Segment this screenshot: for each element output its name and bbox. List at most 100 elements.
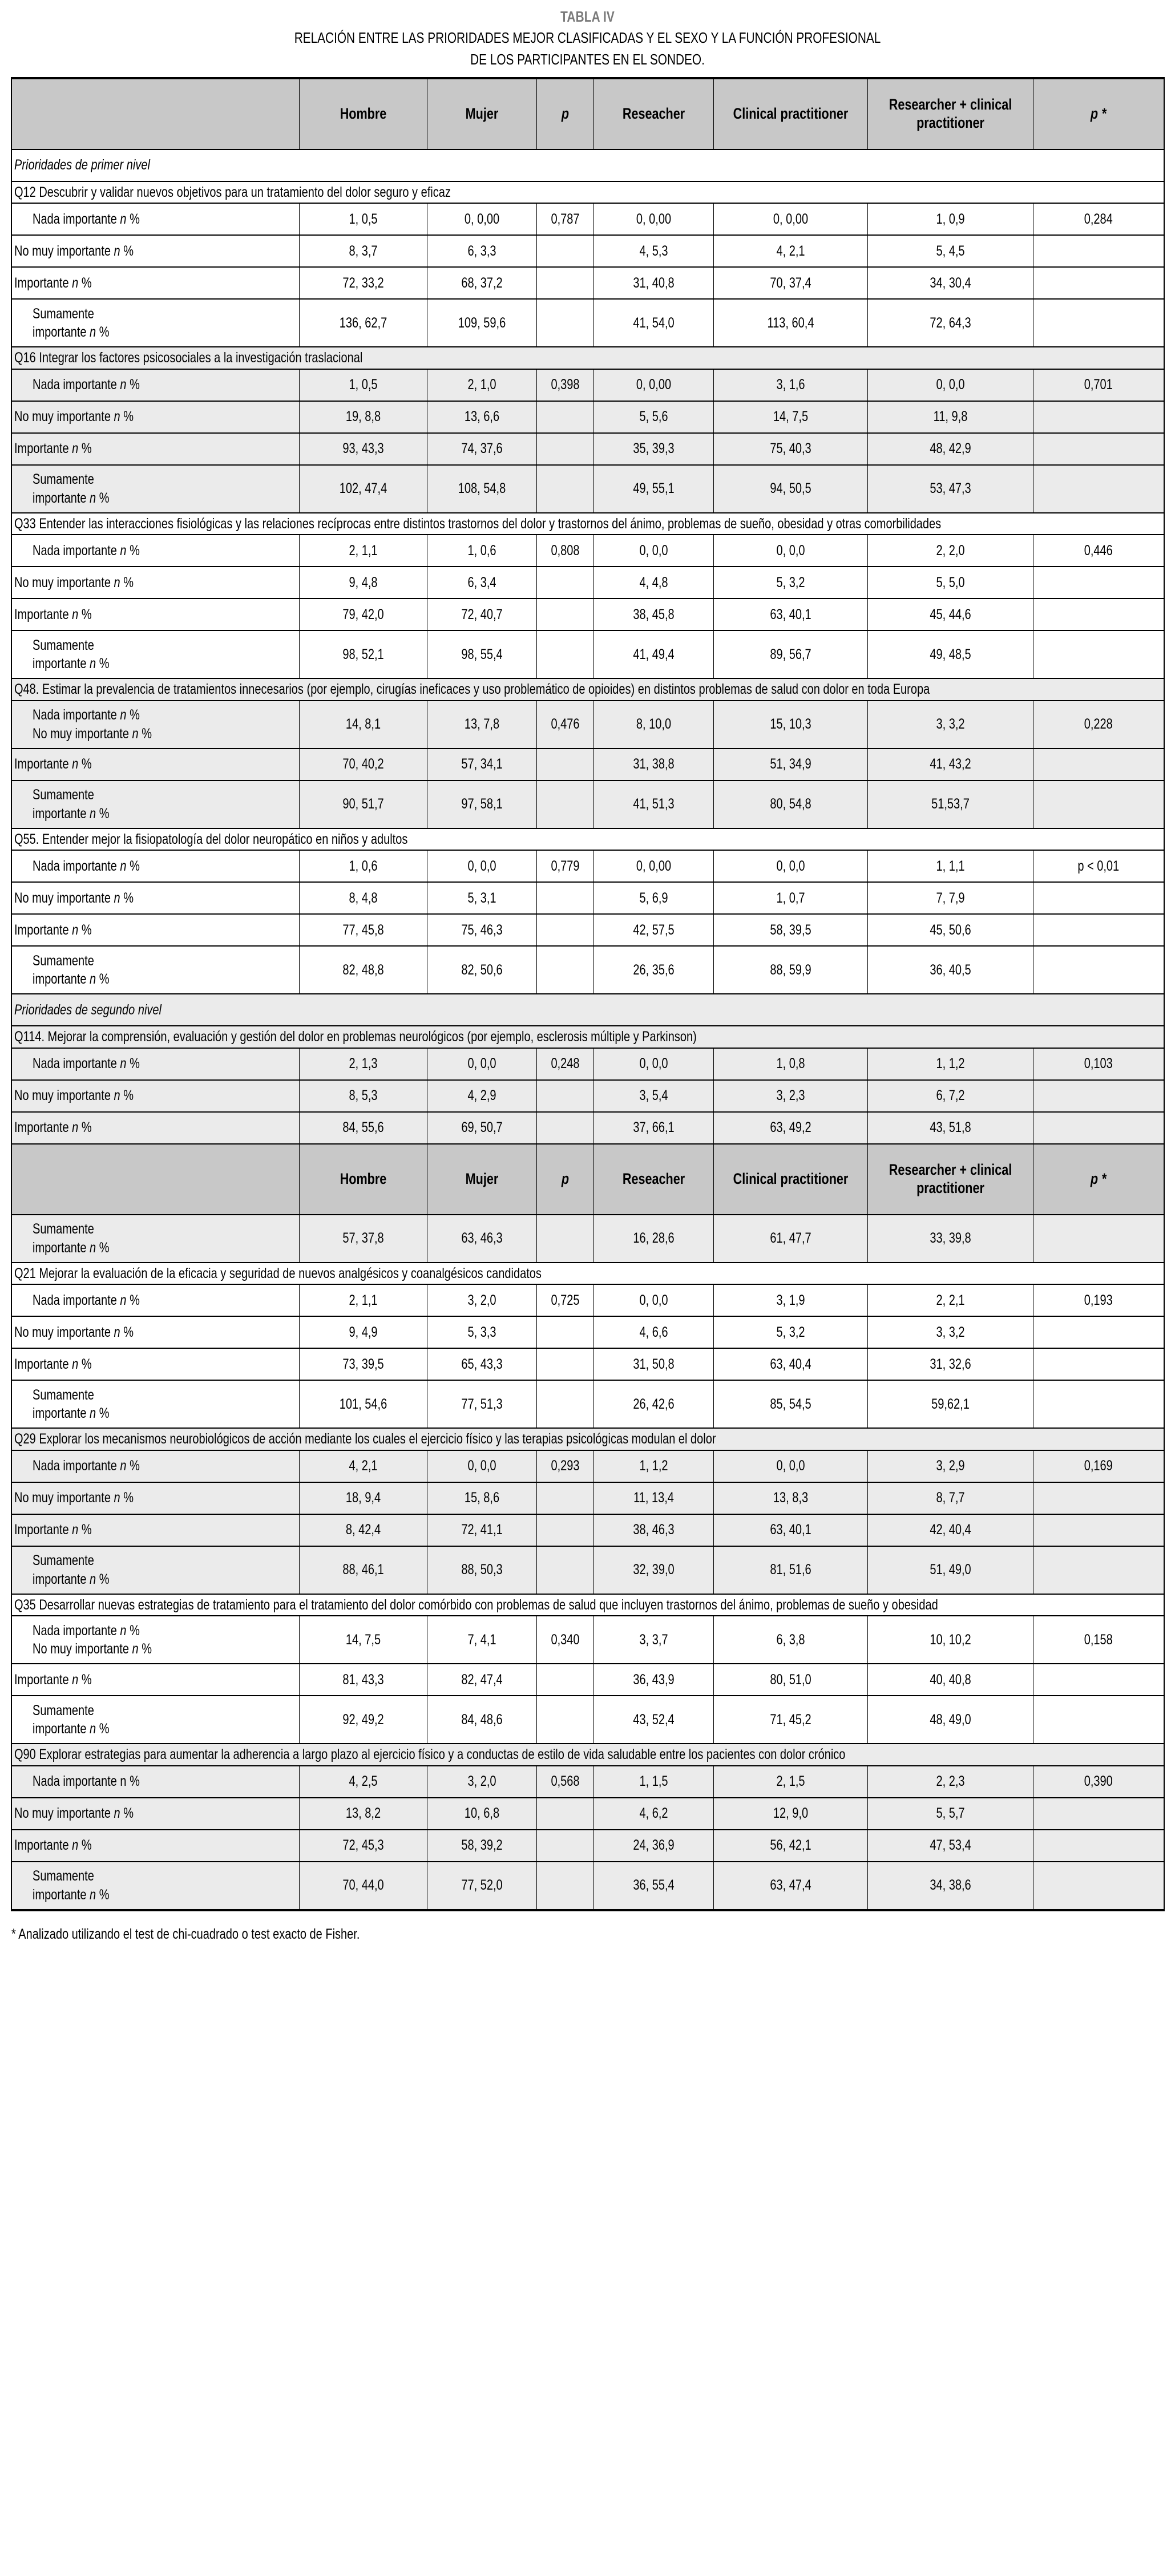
- cell-Q29-nada-researcher: 1, 1,2: [593, 1449, 714, 1483]
- cell-Q29-nomuy-mujer: 15, 8,6: [427, 1481, 537, 1515]
- column-header-mujer: Mujer: [427, 77, 537, 150]
- row-label-Q114-nomuy: No muy importante n %: [11, 1079, 300, 1113]
- cell-Q35-importante-researcher: 36, 43,9: [593, 1663, 714, 1696]
- cell-Q16-nada-p: 0,398: [536, 368, 594, 402]
- table-row: No muy importante n % 9, 4,9 5, 3,3 4, 6,6 5…: [11, 1316, 1164, 1349]
- cell-Q16-importante-researcher: 35, 39,3: [593, 432, 714, 466]
- table-row: Importante n % 93, 43,3 74, 37,6 35, 39,3 75…: [11, 432, 1164, 466]
- cell-Q114-nada-hombre: 2, 1,3: [299, 1047, 427, 1081]
- cell-Q55-importante-clinical: 58, 39,5: [713, 913, 868, 947]
- question-title-row: Q114. Mejorar la comprensión, evaluación…: [11, 1025, 1164, 1049]
- cell-Q21-importante-hombre: 73, 39,5: [299, 1348, 427, 1381]
- cell-Q114-nada-researcher-clinical: 1, 1,2: [867, 1047, 1033, 1081]
- row-label-Q16-nada: Nada importante n %: [11, 368, 300, 402]
- table-row: Importante n % 73, 39,5 65, 43,3 31, 50,8 63…: [11, 1348, 1164, 1381]
- cell-Q12-sumamente-hombre: 136, 62,7: [299, 298, 427, 347]
- cell-Q12-sumamente-p-star: [1033, 298, 1164, 347]
- cell-Q21-nomuy-mujer: 5, 3,3: [427, 1316, 537, 1349]
- cell-Q12-nada-mujer: 0, 0,00: [427, 203, 537, 236]
- cell-Q16-sumamente-p-star: [1033, 464, 1164, 513]
- cell-Q16-importante-clinical: 75, 40,3: [713, 432, 868, 466]
- row-label-Q48-nada_nomuy: Nada importante n % No muy importante n %: [11, 699, 300, 749]
- cell-Q90-sumamente-researcher: 36, 55,4: [593, 1861, 714, 1911]
- cell-Q114-nomuy-researcher: 3, 5,4: [593, 1079, 714, 1113]
- column-header-researcher: Reseacher: [593, 1143, 714, 1215]
- table-row: Importante n % 84, 55,6 69, 50,7 37, 66,1 63…: [11, 1111, 1164, 1145]
- cell-Q48-nada_nomuy-researcher: 8, 10,0: [593, 699, 714, 749]
- cell-Q114-importante-hombre: 84, 55,6: [299, 1111, 427, 1145]
- cell-Q35-nada_nomuy-p-star: 0,158: [1033, 1615, 1164, 1664]
- question-title-row: Q12 Descubrir y validar nuevos objetivos…: [11, 180, 1164, 204]
- cell-Q35-nada_nomuy-researcher: 3, 3,7: [593, 1615, 714, 1664]
- cell-Q33-nada-hombre: 2, 1,1: [299, 534, 427, 567]
- cell-Q33-nomuy-p: [536, 566, 594, 599]
- cell-Q90-nomuy-p-star: [1033, 1797, 1164, 1830]
- title-block: TABLA IV RELACIÓN ENTRE LAS PRIORIDADES …: [0, 0, 1175, 70]
- cell-Q55-sumamente-clinical: 88, 59,9: [713, 945, 868, 994]
- cell-Q35-nada_nomuy-p: 0,340: [536, 1615, 594, 1664]
- cell-Q90-importante-researcher-clinical: 47, 53,4: [867, 1829, 1033, 1862]
- cell-Q12-sumamente-mujer: 109, 59,6: [427, 298, 537, 347]
- row-label-Q21-importante: Importante n %: [11, 1348, 300, 1381]
- cell-Q16-nomuy-mujer: 13, 6,6: [427, 400, 537, 434]
- row-label-Q29-sumamente: Sumamente importante n %: [11, 1545, 300, 1595]
- row-label-Q33-importante: Importante n %: [11, 598, 300, 631]
- row-label-Q90-sumamente: Sumamente importante n %: [11, 1861, 300, 1911]
- cell-Q33-importante-p-star: [1033, 598, 1164, 631]
- cell-Q55-sumamente-p-star: [1033, 945, 1164, 994]
- column-header-researcher-plus-clinical: Researcher + clinical practitioner: [867, 1143, 1033, 1215]
- cell-Q16-sumamente-hombre: 102, 47,4: [299, 464, 427, 513]
- cell-Q21-nada-researcher: 0, 0,0: [593, 1284, 714, 1317]
- question-title-Q21: Q21 Mejorar la evaluación de la eficacia…: [11, 1261, 1164, 1285]
- cell-Q21-sumamente-p-star: [1033, 1380, 1164, 1429]
- cell-Q33-nada-researcher: 0, 0,0: [593, 534, 714, 567]
- row-label-Q114-cont-sumamente: Sumamente importante n %: [11, 1214, 300, 1263]
- cell-Q35-importante-mujer: 82, 47,4: [427, 1663, 537, 1696]
- cell-Q35-nada_nomuy-hombre: 14, 7,5: [299, 1615, 427, 1664]
- table-page: TABLA IV RELACIÓN ENTRE LAS PRIORIDADES …: [0, 0, 1175, 1942]
- table-row: No muy importante n % 9, 4,8 6, 3,4 4, 4,8 5…: [11, 566, 1164, 599]
- cell-Q48-importante-researcher: 31, 38,8: [593, 747, 714, 781]
- cell-Q33-nomuy-p-star: [1033, 566, 1164, 599]
- cell-Q33-nomuy-hombre: 9, 4,8: [299, 566, 427, 599]
- column-header-clinical-practitioner: Clinical practitioner: [713, 77, 868, 150]
- question-title-Q35: Q35 Desarrollar nuevas estrategias de tr…: [11, 1593, 1164, 1616]
- cell-Q33-nada-p: 0,808: [536, 534, 594, 567]
- table-row: Nada importante n % 2, 1,3 0, 0,0 0,248 0, 0…: [11, 1047, 1164, 1081]
- table-row: Nada importante n % 1, 0,5 2, 1,0 0,398 0, 0…: [11, 368, 1164, 402]
- cell-Q12-nomuy-researcher-clinical: 5, 4,5: [867, 234, 1033, 268]
- cell-Q48-nada_nomuy-p: 0,476: [536, 699, 594, 749]
- cell-Q55-nomuy-p-star: [1033, 881, 1164, 915]
- cell-Q21-sumamente-p: [536, 1380, 594, 1429]
- cell-Q12-nomuy-p: [536, 234, 594, 268]
- cell-Q29-sumamente-researcher: 32, 39,0: [593, 1545, 714, 1595]
- cell-Q55-nada-p: 0,779: [536, 850, 594, 883]
- cell-Q48-nada_nomuy-p-star: 0,228: [1033, 699, 1164, 749]
- cell-Q16-nomuy-researcher-clinical: 11, 9,8: [867, 400, 1033, 434]
- question-title-Q12: Q12 Descubrir y validar nuevos objetivos…: [11, 180, 1164, 204]
- cell-Q114-nomuy-p-star: [1033, 1079, 1164, 1113]
- row-label-Q35-nada_nomuy: Nada importante n % No muy importante n %: [11, 1615, 300, 1664]
- cell-Q12-sumamente-researcher: 41, 54,0: [593, 298, 714, 347]
- cell-Q29-nada-p-star: 0,169: [1033, 1449, 1164, 1483]
- cell-Q90-importante-p: [536, 1829, 594, 1862]
- table-row: Sumamente importante n % 101, 54,6 77, 51,3…: [11, 1380, 1164, 1429]
- cell-Q90-nomuy-clinical: 12, 9,0: [713, 1797, 868, 1830]
- table-row: Importante n % 70, 40,2 57, 34,1 31, 38,8 51…: [11, 747, 1164, 781]
- row-label-Q12-sumamente: Sumamente importante n %: [11, 298, 300, 347]
- cell-Q90-sumamente-researcher-clinical: 34, 38,6: [867, 1861, 1033, 1911]
- question-title-Q48: Q48. Estimar la prevalencia de tratamien…: [11, 678, 1164, 701]
- cell-Q29-sumamente-mujer: 88, 50,3: [427, 1545, 537, 1595]
- cell-Q114-cont-sumamente-hombre: 57, 37,8: [299, 1214, 427, 1263]
- cell-Q29-nada-p: 0,293: [536, 1449, 594, 1483]
- cell-Q21-nomuy-researcher: 4, 6,6: [593, 1316, 714, 1349]
- cell-Q16-importante-p: [536, 432, 594, 466]
- column-header-hombre: Hombre: [299, 1143, 427, 1215]
- cell-Q90-importante-researcher: 24, 36,9: [593, 1829, 714, 1862]
- row-label-Q12-importante: Importante n %: [11, 266, 300, 300]
- cell-Q12-importante-p: [536, 266, 594, 300]
- cell-Q33-sumamente-researcher: 41, 49,4: [593, 630, 714, 679]
- cell-Q90-nomuy-hombre: 13, 8,2: [299, 1797, 427, 1830]
- table-row: Sumamente importante n % 136, 62,7 109, 59,…: [11, 298, 1164, 347]
- cell-Q29-importante-mujer: 72, 41,1: [427, 1513, 537, 1547]
